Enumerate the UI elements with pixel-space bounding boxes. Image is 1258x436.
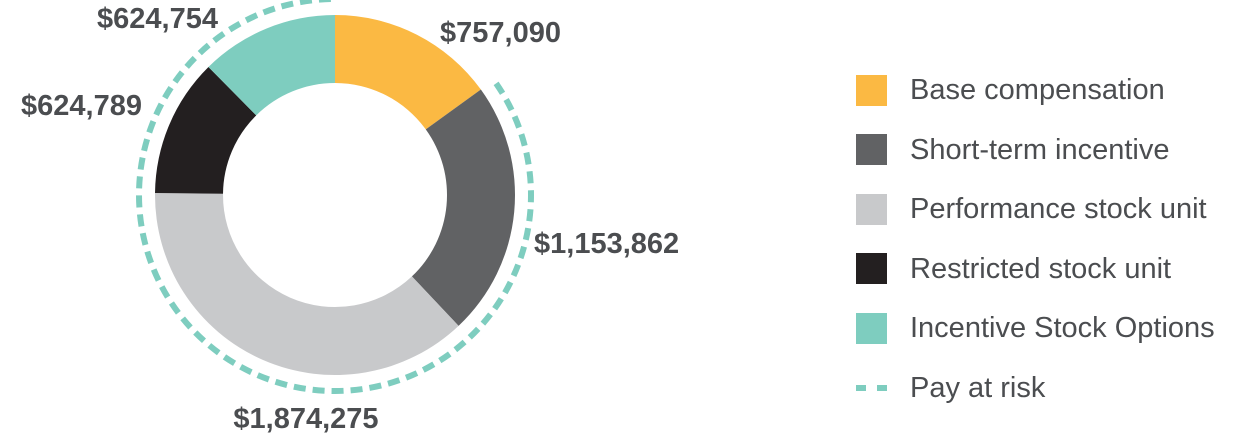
legend-item-restricted-stock-unit: Restricted stock unit — [856, 251, 1215, 287]
slice-incentive-stock-options — [208, 15, 335, 116]
value-label-restricted-stock-unit: $624,789 — [21, 90, 142, 122]
slice-performance-stock-unit — [155, 192, 459, 376]
legend-item-base-compensation: Base compensation — [856, 72, 1215, 108]
legend-label-incentive-stock-options: Incentive Stock Options — [910, 312, 1215, 345]
legend-swatch-base-compensation — [856, 74, 887, 106]
slice-restricted-stock-unit — [155, 66, 257, 194]
legend-item-performance-stock-unit: Performance stock unit — [856, 191, 1215, 227]
legend-label-performance-stock-unit: Performance stock unit — [910, 193, 1207, 226]
legend-label-restricted-stock-unit: Restricted stock unit — [910, 252, 1172, 285]
value-label-base-compensation: $757,090 — [440, 17, 561, 49]
pay-at-risk-ring — [136, 0, 534, 394]
legend-swatch-restricted-stock-unit — [856, 253, 887, 285]
legend-swatch-performance-stock-unit — [856, 193, 887, 225]
value-label-performance-stock-unit: $1,874,275 — [233, 403, 378, 435]
value-label-short-term-incentive: $1,153,862 — [534, 228, 679, 260]
legend-label-short-term-incentive: Short-term incentive — [910, 133, 1170, 166]
legend-item-incentive-stock-options: Incentive Stock Options — [856, 310, 1215, 346]
slice-base-compensation — [335, 15, 481, 130]
legend-label-pay-at-risk: Pay at risk — [910, 371, 1046, 404]
donut-slices — [155, 15, 515, 376]
legend-item-pay-at-risk: Pay at risk — [856, 370, 1215, 406]
value-labels: $757,090 $1,153,862 $1,874,275 $624,789 $624… — [21, 3, 679, 435]
value-label-incentive-stock-options: $624,754 — [97, 3, 218, 35]
legend-swatch-pay-at-risk — [856, 372, 887, 403]
legend-swatch-incentive-stock-options — [856, 312, 887, 344]
legend-item-short-term-incentive: Short-term incentive — [856, 132, 1215, 168]
legend-label-base-compensation: Base compensation — [910, 74, 1165, 106]
legend-swatch-short-term-incentive — [856, 134, 887, 166]
slice-short-term-incentive — [411, 89, 515, 326]
legend: Base compensation Short-term incentive P… — [856, 72, 1215, 430]
